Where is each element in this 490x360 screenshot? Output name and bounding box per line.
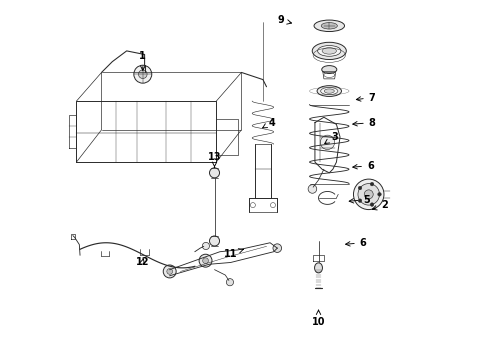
Text: 3: 3 (325, 132, 338, 144)
Circle shape (210, 236, 220, 246)
Circle shape (163, 265, 176, 278)
Text: 6: 6 (345, 238, 367, 248)
Text: 4: 4 (263, 118, 275, 128)
Ellipse shape (353, 179, 384, 210)
Text: 10: 10 (312, 310, 325, 327)
Text: 11: 11 (224, 248, 244, 258)
Circle shape (370, 203, 374, 206)
Ellipse shape (364, 190, 373, 199)
Text: 6: 6 (353, 161, 374, 171)
Text: 9: 9 (278, 15, 292, 26)
Ellipse shape (314, 20, 344, 32)
Text: 5: 5 (349, 195, 370, 205)
Circle shape (226, 279, 234, 286)
Text: 13: 13 (208, 152, 221, 167)
Ellipse shape (317, 86, 342, 96)
Ellipse shape (321, 23, 337, 29)
Circle shape (167, 269, 172, 274)
Circle shape (199, 254, 212, 267)
Text: 7: 7 (356, 93, 375, 103)
Text: 12: 12 (136, 257, 149, 267)
Text: 2: 2 (372, 200, 388, 210)
Circle shape (358, 186, 362, 190)
Circle shape (273, 244, 282, 252)
Ellipse shape (320, 87, 338, 95)
Circle shape (320, 135, 335, 149)
Text: 1: 1 (140, 51, 146, 71)
Circle shape (203, 258, 208, 264)
Text: 8: 8 (353, 118, 376, 128)
Ellipse shape (318, 45, 341, 56)
Circle shape (370, 182, 374, 186)
Circle shape (134, 65, 152, 83)
Circle shape (210, 168, 220, 178)
Ellipse shape (324, 89, 334, 93)
Circle shape (358, 199, 362, 202)
Ellipse shape (358, 184, 379, 205)
Ellipse shape (315, 263, 322, 273)
Circle shape (202, 242, 210, 249)
Circle shape (139, 70, 147, 78)
Ellipse shape (312, 42, 346, 59)
Ellipse shape (322, 48, 337, 54)
Circle shape (378, 193, 381, 196)
Circle shape (308, 185, 317, 193)
Ellipse shape (322, 66, 337, 73)
